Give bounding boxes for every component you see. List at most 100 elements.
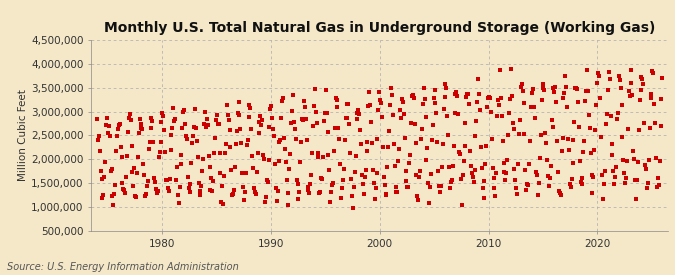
Point	[493, 98, 504, 103]
Point	[144, 140, 155, 144]
Point	[254, 120, 265, 125]
Point	[308, 124, 319, 128]
Point	[624, 94, 635, 98]
Point	[464, 148, 475, 153]
Point	[435, 184, 446, 188]
Point	[609, 181, 620, 186]
Point	[420, 114, 431, 119]
Point	[93, 134, 104, 138]
Point	[146, 116, 157, 120]
Point	[511, 185, 522, 190]
Point	[151, 187, 161, 191]
Point	[258, 153, 269, 158]
Point	[110, 183, 121, 187]
Point	[362, 140, 373, 144]
Point	[528, 86, 539, 91]
Point	[475, 145, 486, 149]
Point	[240, 171, 251, 175]
Point	[514, 132, 524, 136]
Point	[650, 120, 661, 125]
Point	[614, 78, 625, 82]
Point	[497, 139, 508, 143]
Point	[283, 191, 294, 196]
Point	[556, 149, 567, 153]
Point	[277, 99, 288, 103]
Point	[168, 106, 179, 110]
Point	[456, 203, 467, 207]
Point	[537, 86, 548, 90]
Point	[353, 108, 364, 112]
Point	[442, 114, 453, 118]
Point	[329, 126, 340, 130]
Point	[197, 169, 208, 174]
Point	[551, 100, 562, 104]
Point	[622, 127, 633, 132]
Point	[352, 111, 363, 115]
Point	[576, 182, 587, 186]
Point	[603, 88, 614, 92]
Point	[113, 126, 124, 131]
Point	[306, 151, 317, 155]
Point	[100, 160, 111, 165]
Point	[267, 116, 277, 120]
Point	[364, 103, 375, 107]
Point	[288, 93, 298, 98]
Point	[383, 145, 394, 149]
Point	[535, 133, 546, 137]
Point	[603, 69, 614, 74]
Point	[624, 89, 634, 93]
Point	[553, 170, 564, 174]
Point	[585, 151, 596, 156]
Point	[317, 176, 327, 181]
Point	[586, 172, 597, 177]
Point	[470, 134, 481, 138]
Point	[451, 90, 462, 94]
Point	[535, 155, 545, 160]
Point	[625, 68, 636, 73]
Point	[229, 188, 240, 192]
Point	[530, 116, 541, 120]
Point	[98, 193, 109, 197]
Point	[402, 185, 413, 189]
Point	[541, 141, 551, 145]
Point	[286, 121, 296, 125]
Point	[620, 181, 630, 185]
Point	[446, 178, 457, 182]
Point	[503, 133, 514, 138]
Point	[242, 138, 253, 142]
Point	[568, 138, 579, 143]
Point	[317, 155, 328, 159]
Point	[269, 133, 279, 138]
Point	[375, 98, 385, 102]
Point	[474, 92, 485, 96]
Point	[138, 162, 148, 166]
Point	[119, 188, 130, 192]
Point	[163, 186, 173, 190]
Point	[643, 158, 654, 162]
Point	[504, 97, 515, 101]
Point	[200, 125, 211, 129]
Point	[236, 141, 246, 145]
Point	[591, 103, 601, 107]
Point	[135, 122, 146, 126]
Point	[531, 169, 541, 174]
Point	[618, 158, 628, 163]
Point	[575, 180, 586, 185]
Point	[500, 177, 511, 182]
Point	[134, 131, 144, 136]
Point	[374, 90, 385, 95]
Point	[376, 101, 387, 106]
Point	[394, 147, 404, 152]
Point	[252, 151, 263, 155]
Point	[510, 178, 520, 182]
Point	[381, 192, 392, 196]
Point	[517, 89, 528, 94]
Point	[611, 165, 622, 170]
Point	[340, 116, 351, 121]
Point	[369, 180, 379, 185]
Point	[454, 150, 464, 155]
Point	[275, 138, 286, 142]
Point	[292, 181, 303, 186]
Point	[240, 190, 250, 194]
Point	[565, 185, 576, 189]
